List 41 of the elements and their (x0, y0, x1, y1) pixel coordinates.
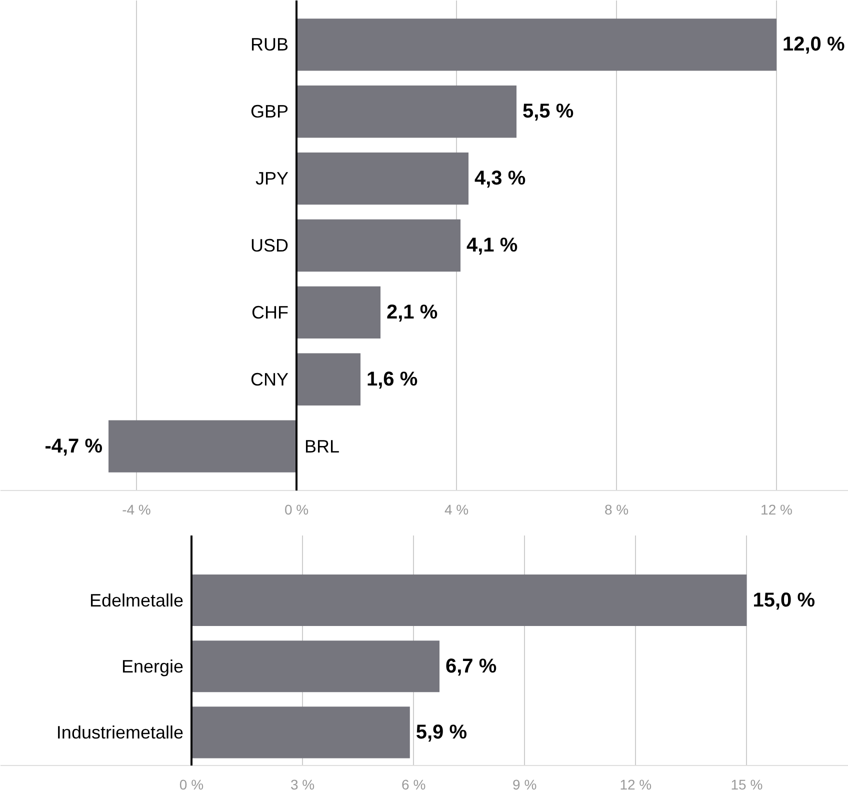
y-tick-label: CNY (250, 369, 289, 390)
bar (296, 86, 516, 138)
data-label: 2,1 % (386, 301, 438, 324)
bar (108, 420, 296, 472)
x-tick-label: 6 % (402, 776, 426, 792)
data-label: 4,1 % (466, 234, 518, 256)
x-tick-label: 0 % (179, 776, 204, 792)
data-label: 5,5 % (522, 100, 574, 123)
data-label: 1,6 % (366, 368, 418, 390)
y-tick-label: RUB (250, 34, 289, 55)
data-label: 6,7 % (445, 655, 497, 678)
y-tick-label: GBP (250, 102, 289, 122)
x-tick-label: 8 % (604, 502, 629, 518)
bar (296, 18, 776, 71)
data-label: 12,0 % (782, 34, 845, 56)
data-label: 15,0 % (752, 589, 816, 612)
data-label: 4,3 % (474, 168, 526, 190)
bar (191, 706, 410, 758)
data-label: -4,7 % (44, 435, 103, 458)
x-tick-label: -4 % (122, 502, 151, 518)
bar (296, 353, 360, 406)
y-tick-label: USD (250, 236, 289, 256)
bar (191, 574, 747, 626)
x-tick-label: 12 % (620, 776, 652, 792)
bar (296, 286, 380, 339)
bar (296, 152, 468, 205)
y-tick-label: Edelmetalle (89, 590, 184, 610)
y-tick-label: BRL (304, 436, 340, 456)
bar (296, 219, 460, 272)
x-tick-label: 9 % (512, 776, 537, 792)
x-tick-label: 4 % (444, 502, 469, 518)
data-label: 5,9 % (416, 721, 468, 744)
bar (191, 640, 440, 692)
x-tick-label: 0 % (284, 502, 309, 518)
y-tick-label: Energie (121, 656, 184, 676)
x-tick-label: 3 % (290, 776, 315, 792)
x-tick-label: 12 % (760, 502, 792, 518)
y-tick-label: CHF (252, 302, 289, 322)
y-tick-label: Industriemetalle (56, 722, 184, 742)
x-tick-label: 15 % (730, 776, 763, 792)
y-tick-label: JPY (255, 168, 289, 189)
